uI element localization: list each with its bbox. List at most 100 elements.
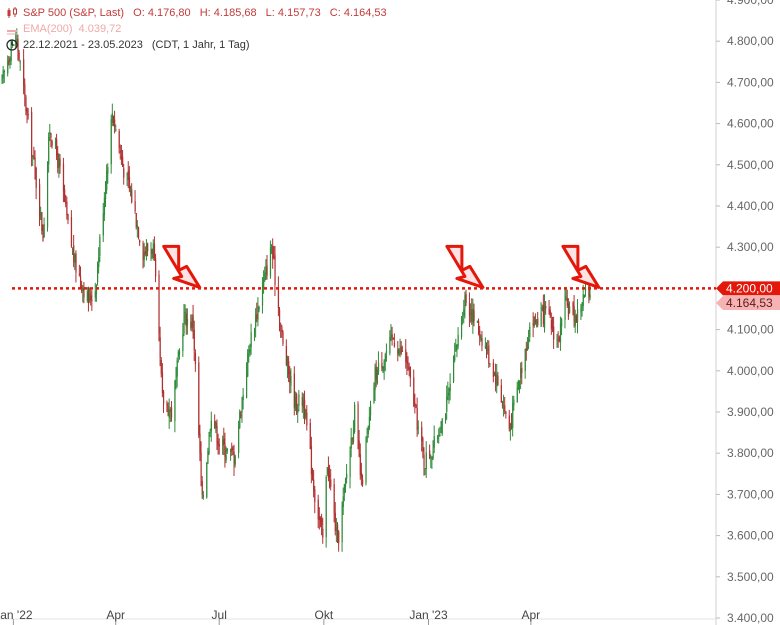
candle-body [561,319,563,327]
candle-body [437,437,439,439]
candle-body [176,360,178,377]
last-price-tag: 4.164,53 [716,296,780,311]
candle-body [191,318,193,330]
candle-body [247,353,249,377]
candle-body [126,173,128,176]
candle-body [107,167,109,174]
candle-body [65,201,67,204]
candle-body [349,450,351,478]
y-tick-label: 4.700,00 [727,75,774,89]
candle-body [120,155,123,160]
candle-body [398,349,400,355]
candle-body [460,321,463,337]
candle-body [305,409,307,418]
candle-body [376,369,379,384]
candle-body [524,348,526,371]
candle-body [329,474,331,478]
candle-body [407,364,409,366]
legend-instrument-row: S&P 500 (S&P, Last) O: 4.176,80 H: 4.185… [6,6,393,20]
candle-body [338,531,340,544]
candle-body [234,455,236,465]
candle-body [496,374,498,387]
candle-body [282,332,284,344]
candle-body [91,299,93,301]
candle-body [241,398,243,413]
candle-body [415,404,417,407]
candle-body [558,336,560,341]
candle-body [520,368,522,378]
candle-body [424,468,426,470]
candle-body [35,168,37,188]
candle-body [16,38,18,44]
candle-body [134,201,136,212]
candle-body [110,119,112,165]
candle-body [150,250,152,254]
candle-body [98,257,100,267]
y-tick-label: 4.500,00 [727,158,774,172]
candle-body [433,436,435,448]
candle-body [384,354,386,362]
candle-body [177,351,179,357]
candle-body [288,360,290,375]
down-arrow-marker [445,244,485,289]
candle-body [242,394,244,400]
candle-body [526,343,529,351]
candle-body [304,399,306,418]
candle-body [492,362,495,377]
candle-body [269,247,272,277]
candle-body [478,321,480,333]
candle-body [62,163,65,192]
legend-high: H: 4.185,68 [199,7,257,19]
candle-body [1,75,3,80]
candle-body [352,429,355,443]
candle-body [468,303,471,316]
x-tick-label: Jan '23 [409,608,448,622]
candle-body [549,310,551,317]
candle-body [198,362,200,436]
candle-body [550,320,553,329]
candle-body [405,349,407,363]
candle-body [258,306,260,310]
candle-body [512,403,514,428]
candlestick-icon [6,7,18,19]
candle-body [86,291,88,301]
candle-body [564,295,566,320]
candle-body [313,479,315,491]
candle-body [462,319,464,321]
candle-body [369,404,372,416]
candle-body [298,394,300,406]
candle-body [83,286,85,298]
candle-body [528,338,530,343]
candle-body [487,348,489,351]
candle-body [302,400,305,409]
candle-body [160,359,162,374]
candle-body [325,476,327,538]
candle-body [10,46,12,62]
candle-body [399,345,401,347]
candle-body [439,434,441,437]
candle-body [565,296,567,298]
candle-body [255,315,257,328]
candle-body [9,58,11,60]
candle-body [383,360,385,371]
candle-body [488,345,490,365]
candle-body [18,52,20,60]
candle-body [576,309,579,323]
candle-body [266,265,268,276]
candle-body [346,473,348,479]
candle-body [264,272,266,281]
candle-body [465,294,467,303]
candle-body [40,211,42,221]
candle-body [230,449,232,452]
candle-body [321,518,323,526]
candle-body [194,352,197,365]
candle-body [281,326,283,333]
candle-body [290,376,292,386]
y-tick-label: 4.100,00 [727,323,774,337]
candle-body [87,287,90,304]
candle-body [131,189,133,203]
candle-body [529,326,531,338]
candle-body [572,303,574,307]
candle-body [17,39,19,52]
